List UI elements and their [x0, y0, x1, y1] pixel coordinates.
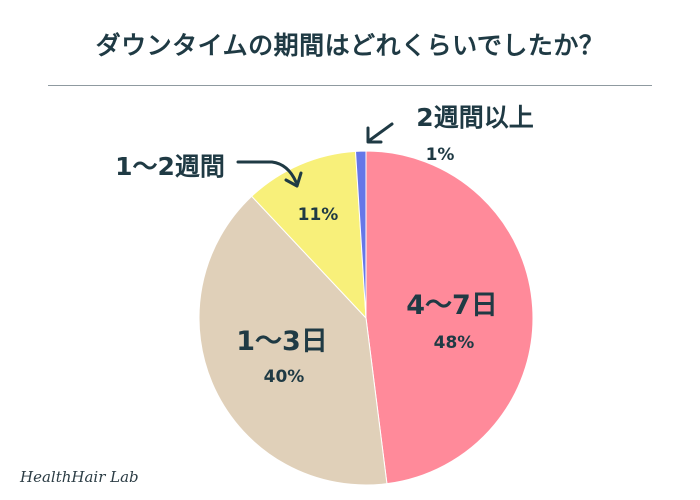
pie-slice-2: [250, 150, 367, 320]
title-divider: [48, 85, 652, 86]
pie-slice-0: [365, 150, 534, 485]
arrow-1-2weeks: [236, 160, 298, 184]
chart-title: ダウンタイムの期間はどれくらいでしたか？: [95, 31, 605, 60]
slice-label-4-7days: 4〜7日: [406, 290, 498, 321]
slice-value-1-3days: 40%: [264, 367, 305, 387]
brand-logo: HealthHair Lab: [20, 468, 139, 486]
pie-slice-1: [198, 195, 388, 486]
slice-label-1-3days: 1〜3日: [236, 326, 328, 357]
arrow-2weeks-plus-head: [366, 126, 383, 144]
slice-value-4-7days: 48%: [434, 333, 475, 353]
arrow-1-2weeks-head: [284, 171, 303, 188]
slice-value-1-2weeks: 11%: [298, 205, 339, 225]
slice-label-2weeks-plus: 2週間以上: [416, 103, 533, 132]
slice-value-2weeks-plus: 1%: [426, 145, 455, 165]
slice-label-1-2weeks: 1〜2週間: [115, 152, 225, 181]
pie-slice-3: [354, 150, 367, 319]
arrow-2weeks-plus: [368, 122, 394, 142]
